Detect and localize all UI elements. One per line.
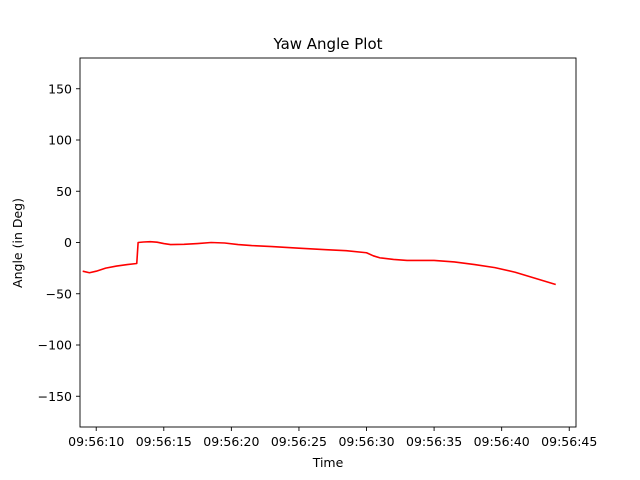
x-tick-label: 09:56:15 bbox=[136, 434, 192, 449]
x-axis-label: Time bbox=[312, 455, 344, 470]
x-tick-label: 09:56:10 bbox=[68, 434, 124, 449]
y-axis-label: Angle (in Deg) bbox=[10, 198, 25, 288]
y-axis: −150 −100 −50 0 50 100 150 bbox=[38, 81, 80, 404]
x-tick-label: 09:56:40 bbox=[474, 434, 530, 449]
y-tick-label: 100 bbox=[48, 133, 72, 148]
y-tick-label: −100 bbox=[38, 338, 72, 353]
y-tick-label: 50 bbox=[56, 184, 72, 199]
x-tick-label: 09:56:25 bbox=[271, 434, 327, 449]
y-tick-label: 0 bbox=[64, 235, 72, 250]
chart-title: Yaw Angle Plot bbox=[272, 35, 382, 53]
y-tick-label: −50 bbox=[46, 286, 72, 301]
x-tick-label: 09:56:20 bbox=[203, 434, 259, 449]
x-tick-label: 09:56:45 bbox=[541, 434, 597, 449]
x-axis: 09:56:10 09:56:15 09:56:20 09:56:25 09:56:30… bbox=[68, 427, 597, 449]
series-line-0 bbox=[82, 240, 556, 286]
y-tick-label: 150 bbox=[48, 81, 72, 96]
x-tick-label: 09:56:30 bbox=[338, 434, 394, 449]
y-tick-label: −150 bbox=[38, 389, 72, 404]
plot-area bbox=[79, 57, 577, 428]
x-tick-label: 09:56:35 bbox=[406, 434, 462, 449]
